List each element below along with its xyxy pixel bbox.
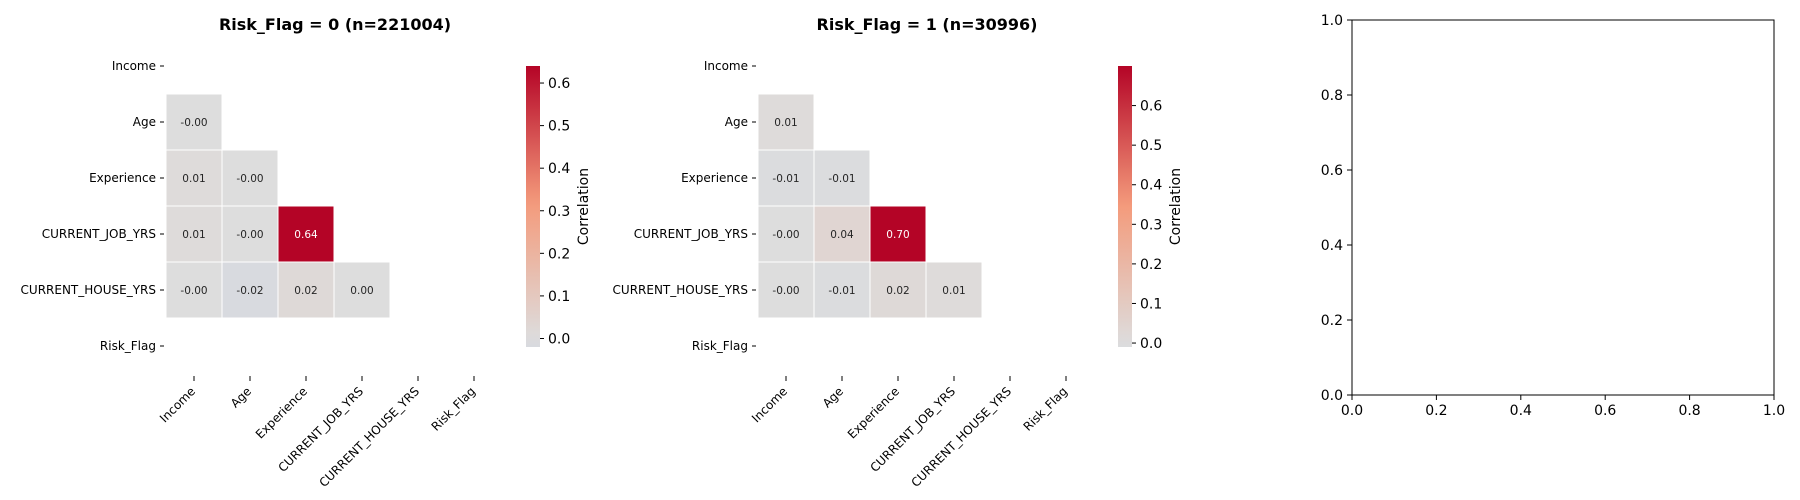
col-label: Experience (845, 384, 902, 441)
heatmap-cell (757, 261, 815, 319)
cell-value-label: 0.02 (294, 285, 317, 297)
row-label: CURRENT_HOUSE_YRS (613, 283, 748, 297)
y-tick-label: 0.4 (1321, 238, 1343, 254)
cell-value-label: 0.00 (350, 285, 373, 297)
heatmap-panel-2: Risk_Flag = 1 (n=30996)IncomeAgeExperien… (613, 15, 1184, 490)
cell-value-label: 0.64 (294, 229, 318, 241)
x-tick-label: 0.2 (1425, 403, 1447, 419)
col-label: Risk_Flag (429, 384, 479, 434)
colorbar-tick-label: 0.2 (548, 246, 570, 262)
row-label: Risk_Flag (100, 339, 156, 353)
row-label: Risk_Flag (692, 339, 748, 353)
cell-value-label: -0.00 (236, 229, 263, 241)
cell-value-label: -0.00 (180, 285, 207, 297)
row-label: Income (112, 59, 156, 73)
x-tick-label: 0.4 (1510, 403, 1532, 419)
cell-value-label: -0.00 (772, 285, 799, 297)
heatmap-cell (277, 261, 335, 319)
row-label: Age (133, 115, 156, 129)
colorbar-label: Correlation (1168, 168, 1184, 245)
heatmap-cell (813, 261, 871, 319)
heatmap-cell (757, 93, 815, 151)
heatmap-cell (165, 205, 223, 263)
row-label: Age (725, 115, 748, 129)
cell-value-label: -0.02 (236, 285, 263, 297)
x-tick-label: 0.8 (1678, 403, 1700, 419)
x-tick-label: 0.6 (1594, 403, 1616, 419)
colorbar (526, 66, 540, 347)
cell-value-label: -0.01 (772, 173, 799, 185)
cell-value-label: 0.01 (182, 229, 205, 241)
heatmap-cell (221, 261, 279, 319)
heatmap-cell (813, 205, 871, 263)
col-label: Risk_Flag (1021, 384, 1071, 434)
y-tick-label: 0.0 (1321, 388, 1343, 404)
heatmap-cell (813, 149, 871, 207)
heatmap-cell (925, 261, 983, 319)
colorbar-tick-label: 0.1 (548, 289, 570, 305)
colorbar-label: Correlation (576, 168, 592, 245)
chart-title: Risk_Flag = 1 (n=30996) (817, 15, 1038, 34)
row-label: CURRENT_HOUSE_YRS (21, 283, 156, 297)
colorbar-tick-label: 0.3 (1140, 217, 1162, 233)
colorbar-tick-label: 0.5 (1140, 138, 1162, 154)
col-label: Income (749, 384, 790, 425)
heatmap-cell (221, 149, 279, 207)
cell-value-label: 0.04 (830, 229, 854, 241)
cell-value-label: -0.01 (828, 173, 855, 185)
empty-axes-panel: 0.0 0.2 0.4 0.6 0.8 1.0 0.0 0.2 0.4 0.6 0.8 1.0 (1321, 13, 1785, 419)
colorbar-tick-label: 0.1 (1140, 296, 1162, 312)
y-tick-label: 0.2 (1321, 313, 1343, 329)
colorbar (1118, 66, 1132, 347)
heatmap-cell (333, 261, 391, 319)
axes-frame (1351, 19, 1775, 396)
row-label: CURRENT_JOB_YRS (634, 227, 748, 241)
colorbar-tick-label: 0.4 (548, 161, 570, 177)
colorbar-tick-label: 0.5 (548, 119, 570, 135)
heatmap-cell (757, 205, 815, 263)
cell-value-label: -0.00 (180, 117, 207, 129)
row-label: Experience (89, 171, 156, 185)
colorbar-tick-label: 0.0 (1140, 336, 1162, 352)
y-tick-label: 1.0 (1321, 13, 1343, 29)
heatmap-cell (757, 149, 815, 207)
x-tick-label: 1.0 (1763, 403, 1785, 419)
colorbar-tick-label: 0.0 (548, 331, 570, 347)
colorbar-tick-label: 0.2 (1140, 257, 1162, 273)
row-label: CURRENT_JOB_YRS (42, 227, 156, 241)
row-label: Income (704, 59, 748, 73)
row-label: Experience (681, 171, 748, 185)
cell-value-label: -0.00 (236, 173, 263, 185)
cell-value-label: 0.01 (942, 285, 965, 297)
y-tick-label: 0.6 (1321, 163, 1343, 179)
x-tick-label: 0.0 (1341, 403, 1363, 419)
colorbar-tick-label: 0.3 (548, 204, 570, 220)
heatmap-cell (165, 93, 223, 151)
col-label: Income (157, 384, 198, 425)
heatmap-cell (165, 261, 223, 319)
col-label: Age (228, 384, 254, 410)
heatmap-panel-1: Risk_Flag = 0 (n=221004)IncomeAgeExperie… (21, 15, 592, 490)
cell-value-label: 0.01 (774, 117, 797, 129)
colorbar-tick-label: 0.6 (1140, 99, 1162, 115)
chart-title: Risk_Flag = 0 (n=221004) (219, 15, 451, 34)
col-label: CURRENT_HOUSE_YRS (316, 384, 422, 490)
cell-value-label: 0.01 (182, 173, 205, 185)
colorbar-tick-label: 0.6 (548, 76, 570, 92)
heatmap-cell (869, 261, 927, 319)
col-label: Experience (253, 384, 310, 441)
colorbar-tick-label: 0.4 (1140, 178, 1162, 194)
y-tick-label: 0.8 (1321, 88, 1343, 104)
cell-value-label: -0.00 (772, 229, 799, 241)
col-label: Age (820, 384, 846, 410)
cell-value-label: -0.01 (828, 285, 855, 297)
col-label: CURRENT_HOUSE_YRS (908, 384, 1014, 490)
cell-value-label: 0.70 (886, 229, 909, 241)
heatmap-cell (869, 205, 927, 263)
cell-value-label: 0.02 (886, 285, 909, 297)
